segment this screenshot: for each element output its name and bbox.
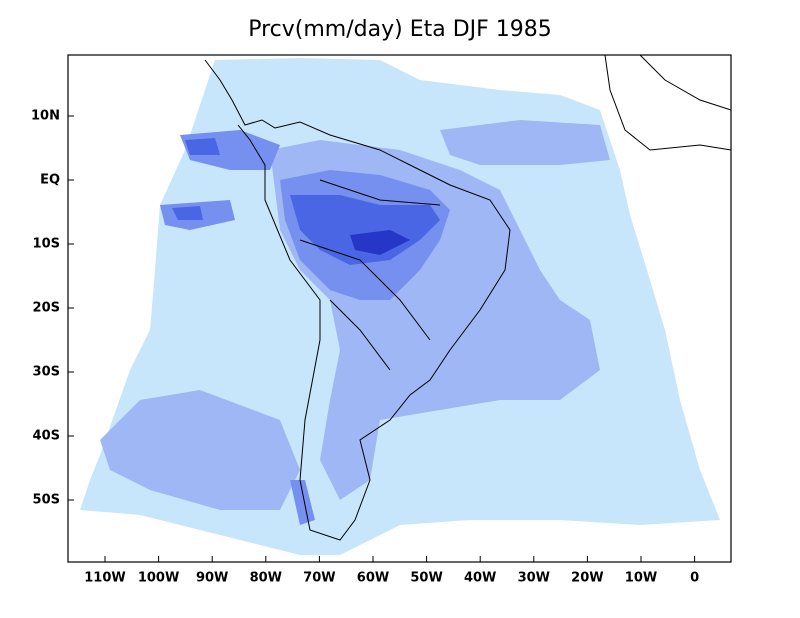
- coastlines: [204, 54, 732, 541]
- lon-label: 50W: [410, 571, 442, 586]
- lat-label: 20S: [33, 301, 60, 316]
- lon-label: 90W: [196, 571, 228, 586]
- lon-label: 100W: [138, 571, 179, 586]
- lon-label: 70W: [303, 571, 335, 586]
- lat-label: 10N: [31, 109, 60, 124]
- lon-label: 0: [690, 571, 699, 586]
- lat-label: 10S: [33, 237, 60, 252]
- precip-shading: [80, 58, 720, 555]
- lon-label: 10W: [625, 571, 657, 586]
- map-title: Prcv(mm/day) Eta DJF 1985: [248, 17, 552, 42]
- lon-label: 60W: [357, 571, 389, 586]
- lon-label: 80W: [250, 571, 282, 586]
- lat-label: EQ: [40, 173, 60, 188]
- lon-label: 30W: [518, 571, 550, 586]
- lon-label: 110W: [84, 571, 125, 586]
- lon-label: 20W: [571, 571, 603, 586]
- lat-label: 30S: [33, 365, 60, 380]
- lat-label: 50S: [33, 493, 60, 508]
- lat-label: 40S: [33, 429, 60, 444]
- lon-label: 40W: [464, 571, 496, 586]
